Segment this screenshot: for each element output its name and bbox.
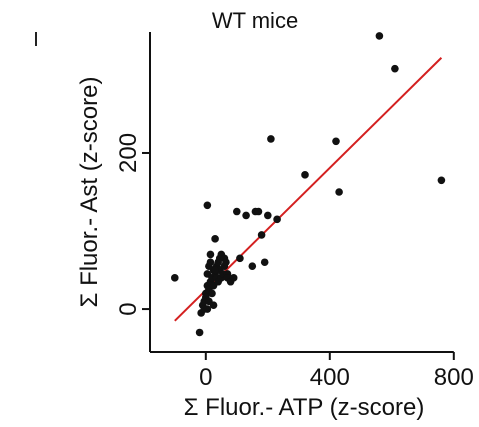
- data-point: [229, 274, 238, 282]
- data-point: [242, 211, 250, 220]
- data-point: [222, 258, 230, 267]
- data-point: [211, 235, 219, 243]
- data-point: [208, 289, 216, 298]
- data-point: [301, 171, 309, 179]
- data-point: [211, 266, 219, 274]
- data-point: [273, 215, 281, 224]
- data-point: [171, 274, 179, 282]
- x-axis-label: Σ Fluor.- ATP (z-score): [184, 394, 425, 421]
- x-ticks: 0 400 800: [199, 352, 474, 391]
- x-tick-label: 0: [199, 364, 212, 391]
- data-point: [195, 328, 204, 337]
- data-point: [254, 207, 263, 216]
- y-axis-label: Σ Fluor.- Ast (z-score): [76, 77, 103, 308]
- data-point: [335, 188, 343, 196]
- data-point: [264, 211, 272, 220]
- data-point: [437, 176, 446, 185]
- data-point: [206, 258, 215, 267]
- data-point: [257, 231, 266, 239]
- y-ticks: 0 200: [115, 133, 150, 316]
- data-point: [236, 254, 244, 263]
- chart-title: WT mice: [212, 8, 298, 33]
- data-point: [203, 201, 212, 210]
- scatter-points: [171, 32, 446, 337]
- data-point: [248, 262, 257, 270]
- data-point: [375, 32, 384, 40]
- data-point: [209, 301, 218, 309]
- x-tick-label: 800: [434, 364, 474, 391]
- y-tick-label: 200: [115, 133, 142, 173]
- y-tick-label: 0: [115, 302, 142, 315]
- data-point: [391, 64, 399, 73]
- data-point: [267, 135, 275, 143]
- data-point: [203, 305, 212, 313]
- data-point: [206, 250, 215, 259]
- data-point: [260, 258, 269, 267]
- data-point: [233, 207, 241, 216]
- data-point: [332, 137, 340, 146]
- x-tick-label: 400: [310, 364, 350, 391]
